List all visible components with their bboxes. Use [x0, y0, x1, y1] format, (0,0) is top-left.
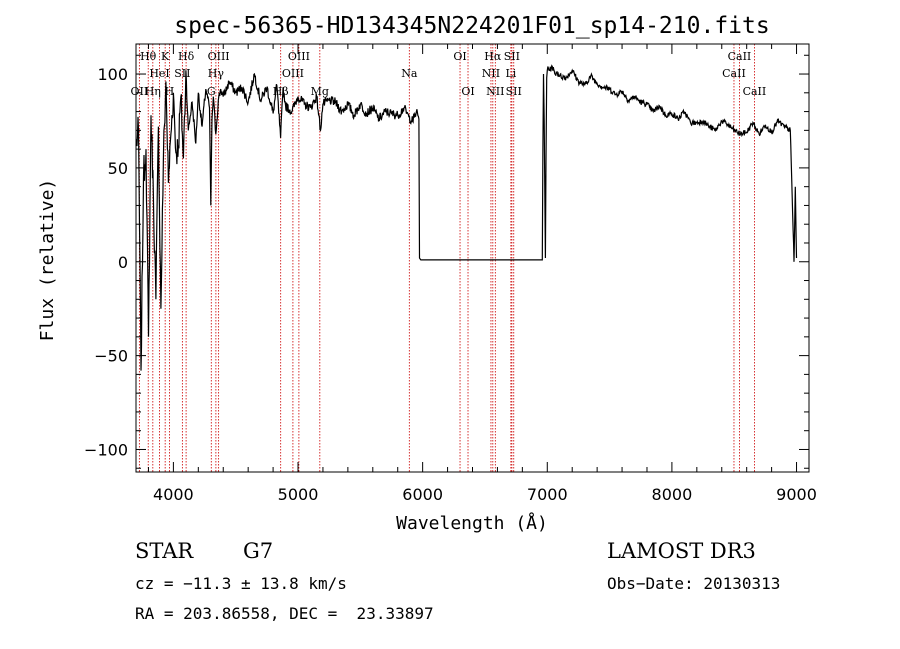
redshift-readout: cz = −11.3 ± 13.8 km/s	[135, 574, 347, 593]
spectral-line-label: OIII	[208, 50, 230, 63]
y-axis-label: Flux (relative)	[37, 179, 58, 342]
spectral-line-label: CaII	[743, 85, 767, 98]
spectral-line-label: Li	[505, 67, 516, 80]
spectrum-line	[135, 64, 798, 371]
x-tick-label: 5000	[278, 485, 319, 504]
spectral-line-label: K	[161, 50, 170, 63]
y-axis-ticks: −100 −50 0 50 100	[84, 54, 809, 469]
spectral-line-label: G	[207, 85, 216, 98]
x-axis-label: Wavelength (Å)	[396, 512, 548, 534]
x-tick-label: 6000	[402, 485, 443, 504]
coordinates: RA = 203.86558, DEC = 23.33897	[135, 604, 434, 623]
object-subclass: G7	[243, 539, 274, 563]
spectral-line-label: OIII	[288, 50, 310, 63]
spectral-line-label: Mg	[311, 85, 329, 98]
spectral-line-label: SII	[504, 50, 520, 63]
spectral-line-label: HeI	[149, 67, 169, 80]
y-tick-label: 0	[118, 253, 128, 272]
spectral-line-label: NII	[486, 85, 504, 98]
spectral-line-label: SII	[174, 67, 190, 80]
y-tick-label: 100	[97, 65, 128, 84]
plot-frame	[135, 43, 810, 473]
y-tick-label: −100	[84, 440, 128, 459]
x-tick-label: 4000	[153, 485, 194, 504]
spectral-line-label: H	[165, 85, 175, 98]
chart-title: spec-56365-HD134345N224201F01_sp14-210.f…	[174, 13, 769, 39]
y-tick-label: −50	[94, 347, 128, 366]
spectral-line-label: NII	[482, 67, 500, 80]
spectral-line-label: Hδ	[178, 50, 195, 63]
spectral-line-label: Na	[401, 67, 418, 80]
spectral-line-label: CaII	[728, 50, 752, 63]
spectral-line-label: Hγ	[208, 67, 225, 80]
obs-date: Obs−Date: 20130313	[607, 574, 781, 593]
y-tick-label: 50	[108, 159, 128, 178]
x-axis-ticks: 4000 5000 6000 7000 8000 9000	[147, 44, 817, 504]
x-tick-label: 9000	[776, 485, 817, 504]
spectral-line-label: OII	[131, 85, 149, 98]
spectral-line-label: SII	[506, 85, 522, 98]
object-class: STAR	[135, 539, 194, 563]
x-tick-label: 8000	[652, 485, 693, 504]
x-tick-label: 7000	[527, 485, 568, 504]
survey-name: LAMOST DR3	[607, 539, 756, 563]
spectral-line-label: Hθ	[140, 50, 157, 63]
spectral-line-label: OI	[453, 50, 466, 63]
spectral-line-label: Hη	[145, 85, 161, 98]
spectral-line-label: OI	[461, 85, 474, 98]
spectral-line-label: OIII	[282, 67, 304, 80]
spectral-line-label: CaII	[722, 67, 746, 80]
spectral-line-label: Hα	[484, 50, 502, 63]
